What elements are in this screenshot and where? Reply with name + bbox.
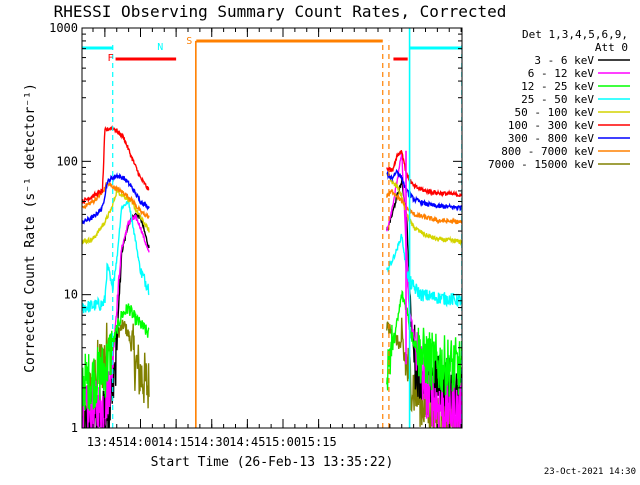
flag-label-N: N <box>157 42 163 53</box>
legend-label-12-25-kev: 12 - 25 keV <box>521 80 594 93</box>
footer-date: 23-Oct-2021 14:30 <box>544 467 636 477</box>
series-line-25-50-kev-seg2 <box>386 233 462 308</box>
series-line-6-12-kev-seg1 <box>82 213 150 428</box>
x-tick-label-14:45: 14:45 <box>229 435 265 449</box>
x-tick-label-14:15: 14:15 <box>158 435 194 449</box>
series-line-12-25-kev-seg1 <box>82 303 150 411</box>
legend-label-7000-15000-kev: 7000 - 15000 keV <box>488 158 594 171</box>
series-line-50-100-kev-seg1 <box>82 187 150 245</box>
series-line-25-50-kev-seg1 <box>82 197 150 314</box>
y-tick-label-1: 1 <box>71 421 78 435</box>
series-line-100-300-kev-seg1 <box>82 125 150 205</box>
series-line-100-300-kev-seg2 <box>386 150 462 198</box>
legend-label-6-12-kev: 6 - 12 keV <box>528 67 595 80</box>
x-tick-label-14:00: 14:00 <box>122 435 158 449</box>
x-axis-label: Start Time (26-Feb-13 13:35:22) <box>151 455 394 470</box>
legend-label-25-50-kev: 25 - 50 keV <box>521 93 594 106</box>
legend-label-50-100-kev: 50 - 100 keV <box>515 106 595 119</box>
plot-content <box>82 28 462 428</box>
y-axis-label: Corrected Count Rate (s⁻¹ detector⁻¹) <box>23 83 38 373</box>
y-tick-label-1000: 1000 <box>49 21 78 35</box>
y-tick-label-100: 100 <box>56 154 78 168</box>
plot-frame <box>81 27 463 429</box>
series-line-300-800-kev-seg1 <box>82 172 150 225</box>
axes: 1 10 100 1000 13:45 14:00 14:15 14:30 14:45 15:00… <box>49 21 463 449</box>
plot-area: N F S <box>82 28 462 428</box>
series-line-12-25-kev-seg2 <box>386 289 462 397</box>
x-tick-label-15:15: 15:15 <box>301 435 337 449</box>
chart-title: RHESSI Observing Summary Count Rates, Co… <box>54 2 507 21</box>
legend-label-800-7000-kev: 800 - 7000 keV <box>501 145 594 158</box>
series-line-50-100-kev-seg2 <box>386 171 462 246</box>
series-line-800-7000-kev-seg1 <box>82 179 150 220</box>
flag-label-F: F <box>108 53 114 64</box>
series-line-300-800-kev-seg2 <box>386 168 462 212</box>
series-line-800-7000-kev-seg2 <box>386 189 462 225</box>
x-tick-label-15:00: 15:00 <box>265 435 301 449</box>
legend-label-3-6-kev: 3 - 6 keV <box>534 54 594 67</box>
legend-label-300-800-kev: 300 - 800 keV <box>508 132 594 145</box>
legend-header-line-1: Det 1,3,4,5,6,9, <box>522 28 628 41</box>
legend-header-line-2: Att 0 <box>595 41 628 54</box>
flag-label-S: S <box>186 36 192 47</box>
y-tick-label-10: 10 <box>64 288 78 302</box>
x-tick-label-14:30: 14:30 <box>194 435 230 449</box>
legend-label-100-300-kev: 100 - 300 keV <box>508 119 594 132</box>
x-tick-label-13:45: 13:45 <box>87 435 123 449</box>
